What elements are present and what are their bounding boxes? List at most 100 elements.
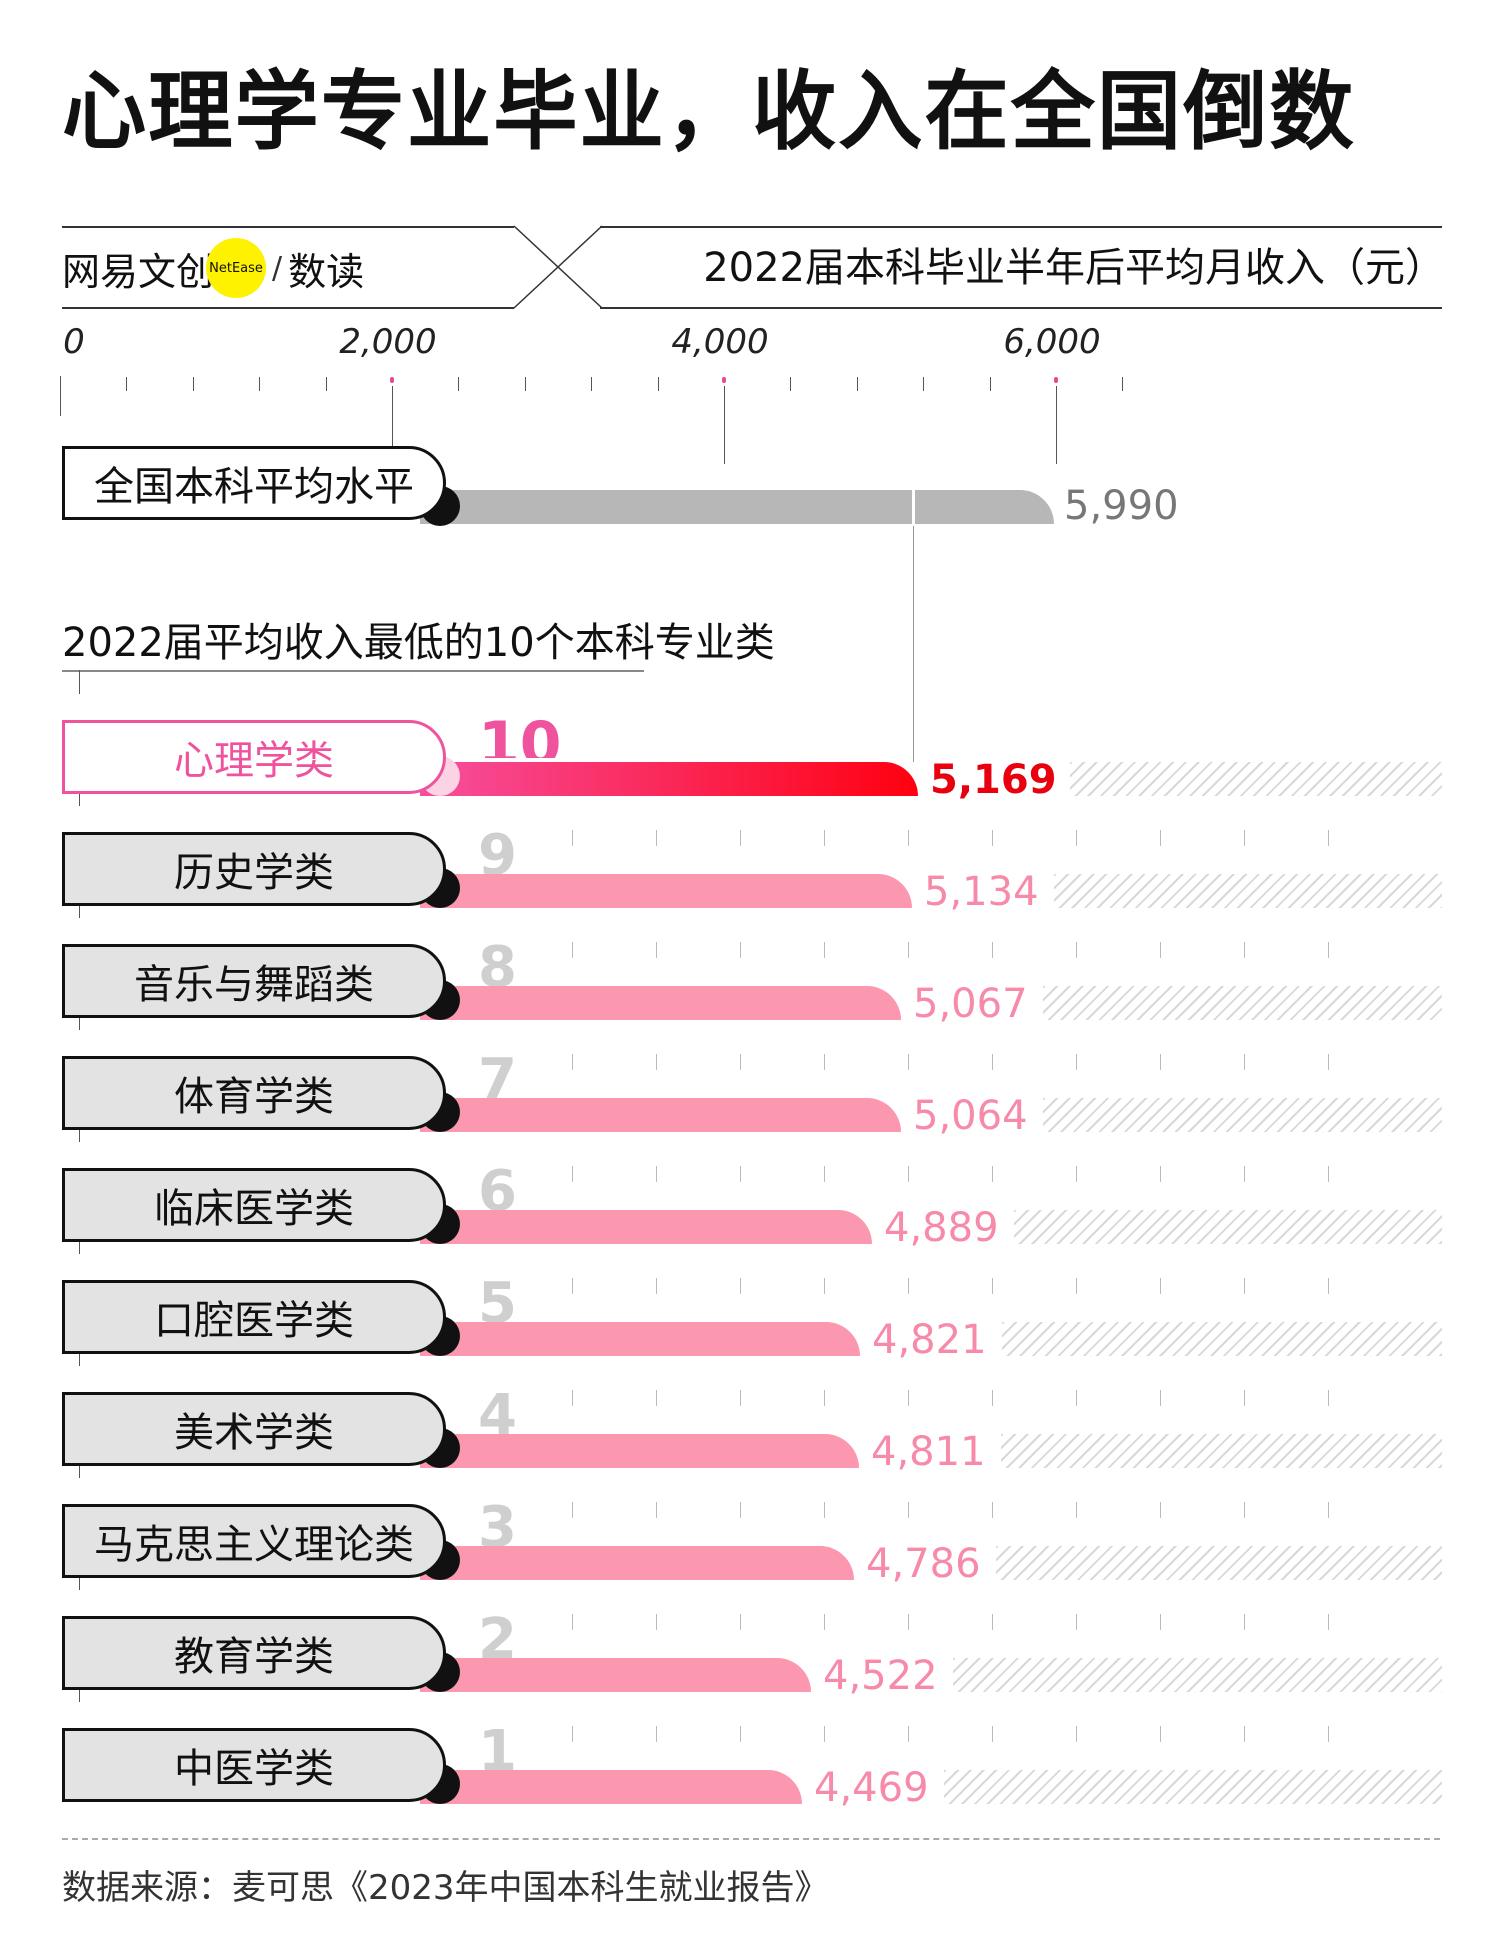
row-remaining-hatch bbox=[1014, 1210, 1442, 1244]
row-connector bbox=[79, 1230, 80, 1254]
row-bar bbox=[420, 874, 912, 908]
axis-minor-tick bbox=[658, 377, 659, 391]
row-remaining-hatch bbox=[1054, 874, 1442, 908]
data-source: 数据来源：麦可思《2023年中国本科生就业报告》 bbox=[62, 1868, 829, 1908]
row-grid-tick bbox=[656, 1278, 657, 1294]
row-grid-tick bbox=[1160, 1054, 1161, 1070]
row-grid-tick bbox=[1076, 1390, 1077, 1406]
row-grid-tick bbox=[1328, 1054, 1329, 1070]
row-grid-tick bbox=[572, 1390, 573, 1406]
axis-minor-tick bbox=[1122, 377, 1123, 391]
axis-minor-tick bbox=[990, 377, 991, 391]
axis-label-0: 0 bbox=[63, 322, 85, 362]
page-title: 心理学专业毕业，收入在全国倒数 bbox=[62, 62, 1356, 162]
row-grid-tick bbox=[572, 1502, 573, 1518]
netease-yellow-circle-icon: NetEase bbox=[206, 238, 267, 298]
axis-zero-tick bbox=[60, 376, 61, 416]
row-connector bbox=[79, 782, 80, 806]
row-grid-tick bbox=[740, 1726, 741, 1742]
row-grid-tick bbox=[908, 1166, 909, 1182]
row-connector bbox=[79, 1678, 80, 1702]
row-grid-tick bbox=[1244, 1614, 1245, 1630]
row-connector bbox=[79, 670, 80, 694]
header-cross-divider bbox=[513, 225, 603, 309]
row-bar bbox=[420, 1546, 854, 1580]
row-value: 4,821 bbox=[872, 1317, 987, 1363]
row-grid-tick bbox=[572, 1726, 573, 1742]
row-bar bbox=[420, 986, 901, 1020]
row-grid-tick bbox=[908, 1614, 909, 1630]
row-grid-tick bbox=[656, 942, 657, 958]
axis-minor-tick bbox=[857, 377, 858, 391]
row-grid-tick bbox=[1076, 1502, 1077, 1518]
footer-divider bbox=[62, 1838, 1440, 1840]
rank-number: 6 bbox=[478, 1164, 517, 1210]
row-grid-tick bbox=[1076, 1166, 1077, 1182]
rank-number: 8 bbox=[478, 940, 517, 986]
row-grid-tick bbox=[572, 1166, 573, 1182]
row-grid-tick bbox=[1076, 1054, 1077, 1070]
brand-slash: / bbox=[272, 250, 283, 286]
row-grid-tick bbox=[656, 1390, 657, 1406]
header-bottom-line-right bbox=[600, 307, 1442, 309]
row-grid-tick bbox=[1244, 1502, 1245, 1518]
row-grid-tick bbox=[908, 830, 909, 846]
row-grid-tick bbox=[1160, 1390, 1161, 1406]
row-value: 5,067 bbox=[913, 981, 1028, 1027]
row-grid-tick bbox=[824, 1614, 825, 1630]
row-label: 中医学类 bbox=[62, 1728, 446, 1802]
row-grid-tick bbox=[740, 942, 741, 958]
row-grid-tick bbox=[992, 1726, 993, 1742]
row-bar bbox=[420, 1770, 802, 1804]
row-connector bbox=[79, 894, 80, 918]
row-remaining-hatch bbox=[1070, 762, 1442, 796]
rank-number: 1 bbox=[478, 1724, 517, 1770]
row-grid-tick bbox=[1160, 1278, 1161, 1294]
axis-major-dot bbox=[1054, 377, 1058, 383]
axis-minor-tick bbox=[790, 377, 791, 391]
header-bottom-line-left bbox=[62, 307, 514, 309]
row-remaining-hatch bbox=[1002, 1322, 1442, 1356]
axis-minor-tick bbox=[259, 377, 260, 391]
row-value: 4,811 bbox=[871, 1429, 986, 1475]
axis-minor-tick bbox=[591, 377, 592, 391]
row-grid-tick bbox=[908, 1278, 909, 1294]
row-grid-tick bbox=[572, 830, 573, 846]
row-grid-tick bbox=[1328, 1726, 1329, 1742]
axis-minor-tick bbox=[525, 377, 526, 391]
row-value: 5,134 bbox=[924, 869, 1039, 915]
row-remaining-hatch bbox=[953, 1658, 1442, 1692]
national-average-value: 5,990 bbox=[1064, 483, 1179, 529]
row-grid-tick bbox=[1076, 1614, 1077, 1630]
subheading-underline bbox=[62, 670, 644, 672]
row-grid-tick bbox=[908, 1390, 909, 1406]
row-grid-tick bbox=[740, 830, 741, 846]
row-connector bbox=[79, 1006, 80, 1030]
axis-label-6000: 6,000 bbox=[1003, 322, 1101, 362]
row-grid-tick bbox=[656, 1502, 657, 1518]
row-grid-tick bbox=[992, 1278, 993, 1294]
row-grid-tick bbox=[572, 1054, 573, 1070]
row-grid-tick bbox=[824, 830, 825, 846]
row-grid-tick bbox=[1076, 1726, 1077, 1742]
chart-title: 2022届本科毕业半年后平均月收入（元） bbox=[703, 245, 1445, 291]
row-label: 美术学类 bbox=[62, 1392, 446, 1466]
row-grid-tick bbox=[1244, 830, 1245, 846]
axis-major-tick bbox=[724, 386, 725, 464]
row-grid-tick bbox=[824, 1054, 825, 1070]
row-remaining-hatch bbox=[1001, 1434, 1442, 1468]
row-grid-tick bbox=[1076, 830, 1077, 846]
row-label: 马克思主义理论类 bbox=[62, 1504, 446, 1578]
row-grid-tick bbox=[908, 942, 909, 958]
row-connector bbox=[79, 1454, 80, 1478]
row-grid-tick bbox=[1328, 942, 1329, 958]
row-bar bbox=[420, 1658, 811, 1692]
rank-number: 7 bbox=[478, 1052, 517, 1098]
row-grid-tick bbox=[1244, 1054, 1245, 1070]
national-average-label: 全国本科平均水平 bbox=[62, 446, 446, 520]
row-grid-tick bbox=[740, 1502, 741, 1518]
row-label: 教育学类 bbox=[62, 1616, 446, 1690]
reference-line bbox=[913, 526, 914, 762]
row-grid-tick bbox=[1160, 1614, 1161, 1630]
row-grid-tick bbox=[1244, 942, 1245, 958]
